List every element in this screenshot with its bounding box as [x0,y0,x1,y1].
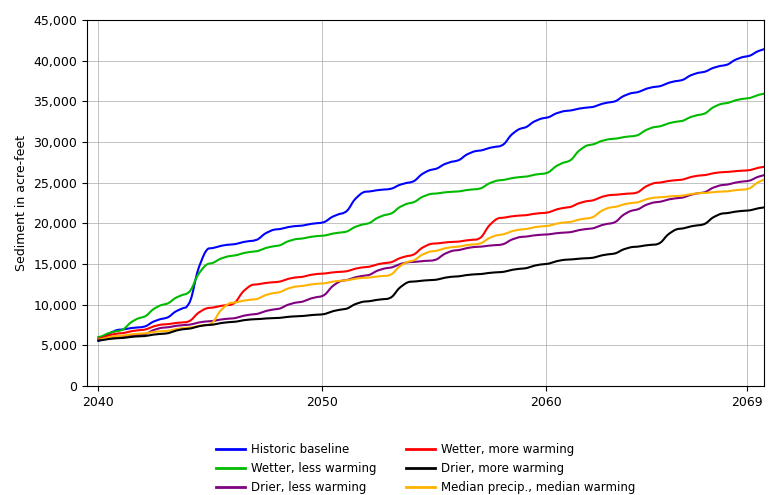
Line: Historic baseline: Historic baseline [98,49,768,341]
Median precip., median warming [176,325,185,331]
Drier, more warming [763,204,772,210]
Wetter, more warming [327,270,336,276]
Median precip., median warming [386,272,395,278]
Y-axis label: Sediment in acre-feet: Sediment in acre-feet [15,135,28,271]
Drier, less warming [94,337,103,343]
Line: Wetter, less warming: Wetter, less warming [98,93,768,337]
Wetter, more warming [94,336,103,342]
Wetter, less warming [176,293,185,298]
Historic baseline [327,214,336,220]
Wetter, more warming [316,271,325,277]
Wetter, less warming [386,210,395,216]
Line: Drier, more warming: Drier, more warming [98,207,768,341]
Drier, more warming [94,338,103,344]
Historic baseline [763,46,772,51]
Drier, more warming [726,209,736,215]
Historic baseline [726,60,736,66]
Wetter, less warming [316,233,325,239]
Line: Drier, less warming: Drier, less warming [98,175,768,340]
Wetter, less warming [293,236,303,242]
Drier, less warming [386,264,395,270]
Drier, more warming [386,295,395,300]
Wetter, less warming [327,231,336,237]
Drier, more warming [316,311,325,317]
Legend: Historic baseline, Wetter, less warming, Drier, less warming, Wetter, more warmi: Historic baseline, Wetter, less warming,… [212,440,640,495]
Median precip., median warming [327,279,336,285]
Line: Wetter, more warming: Wetter, more warming [98,166,768,339]
Drier, more warming [293,313,303,319]
Wetter, more warming [293,274,303,280]
Wetter, more warming [763,163,772,169]
Wetter, less warming [763,90,772,96]
Drier, less warming [763,172,772,178]
Drier, more warming [176,327,185,333]
Median precip., median warming [763,176,772,182]
Wetter, less warming [726,99,736,105]
Median precip., median warming [94,337,103,343]
Historic baseline [316,220,325,226]
Historic baseline [293,223,303,229]
Historic baseline [176,306,185,312]
Median precip., median warming [293,283,303,289]
Historic baseline [94,338,103,344]
Drier, less warming [327,284,336,290]
Drier, less warming [726,181,736,187]
Wetter, more warming [176,320,185,326]
Drier, less warming [293,299,303,305]
Median precip., median warming [316,281,325,287]
Drier, less warming [316,294,325,299]
Line: Median precip., median warming: Median precip., median warming [98,179,768,340]
Drier, more warming [327,308,336,314]
Median precip., median warming [726,188,736,194]
Wetter, more warming [386,259,395,265]
Wetter, less warming [94,334,103,340]
Wetter, more warming [726,169,736,175]
Historic baseline [386,186,395,192]
Drier, less warming [176,322,185,328]
